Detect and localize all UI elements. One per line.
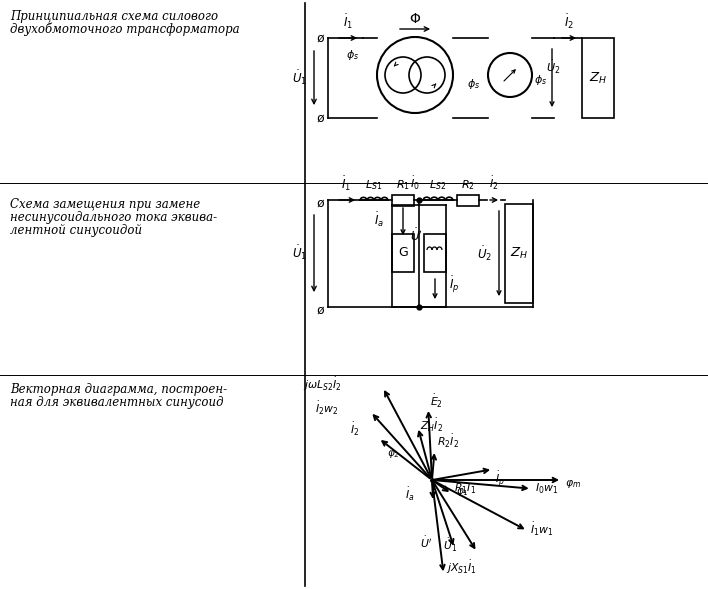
Text: $\dot{U}'$: $\dot{U}'$ [409,227,423,244]
Text: $\dot{I}_2$: $\dot{I}_2$ [350,421,360,438]
Text: $L_{S2}$: $L_{S2}$ [429,178,447,192]
Bar [582,38,614,118]
Bar [424,234,446,272]
Text: $\dot{I}_1 w_1$: $\dot{I}_1 w_1$ [530,521,554,538]
Text: G: G [398,247,408,260]
Text: $\dot{I}_0$: $\dot{I}_0$ [410,175,420,192]
Text: $\dot{U}_1$: $\dot{U}_1$ [443,537,457,554]
Text: несинусоидального тока эквива-: несинусоидального тока эквива- [10,211,217,224]
Text: $R_1$: $R_1$ [396,178,410,192]
Bar [392,194,414,206]
Text: $\phi_s$: $\phi_s$ [467,77,480,91]
Text: $\dot{I}_p$: $\dot{I}_p$ [495,469,505,489]
Text: лентной синусоидой: лентной синусоидой [10,224,142,237]
Text: $\varphi_2$: $\varphi_2$ [387,448,400,460]
Text: $\Phi$: $\Phi$ [409,12,421,26]
Text: $\dot{I}_a$: $\dot{I}_a$ [374,210,384,229]
Text: Схема замещения при замене: Схема замещения при замене [10,198,200,211]
Text: $\dot{U}'$: $\dot{U}'$ [421,535,433,551]
Text: $\varphi_1$: $\varphi_1$ [456,486,469,498]
Text: $R_2$: $R_2$ [461,178,475,192]
Text: $\dot{I}_1$: $\dot{I}_1$ [343,12,353,31]
Text: $\phi_s$: $\phi_s$ [534,73,547,87]
Text: $\dot{I}_2$: $\dot{I}_2$ [564,12,574,31]
Text: ø: ø [316,303,324,316]
Text: $L_{S1}$: $L_{S1}$ [365,178,383,192]
Bar [505,204,533,303]
Text: $Z_H\dot{I}_2$: $Z_H\dot{I}_2$ [420,416,442,434]
Text: $j\omega L_{S2}\dot{I}_2$: $j\omega L_{S2}\dot{I}_2$ [303,376,341,393]
Text: $R_2\dot{I}_2$: $R_2\dot{I}_2$ [437,433,459,450]
Text: $\dot{U}_2$: $\dot{U}_2$ [546,59,561,76]
Text: ø: ø [316,111,324,124]
Text: $\dot{I}_2$: $\dot{I}_2$ [489,175,498,192]
Text: двухобмоточного трансформатора: двухобмоточного трансформатора [10,23,239,37]
Text: $\dot{U}_1$: $\dot{U}_1$ [292,244,307,262]
Text: $\dot{E}_2$: $\dot{E}_2$ [430,393,443,410]
Text: $R_1\dot{I}_1$: $R_1\dot{I}_1$ [454,478,476,495]
Text: $\phi_s$: $\phi_s$ [346,48,359,62]
Text: $Z_H$: $Z_H$ [589,71,607,85]
Text: $\dot{U}_1$: $\dot{U}_1$ [292,69,307,87]
Text: $\dot{I}_1$: $\dot{I}_1$ [341,174,351,193]
Text: $\varphi_m$: $\varphi_m$ [565,478,581,490]
Bar [457,194,479,206]
Text: ø: ø [316,31,324,45]
Text: ø: ø [316,197,324,210]
Text: $\dot{I}_2 w_2$: $\dot{I}_2 w_2$ [316,401,339,418]
Text: $\dot{I}_0 w_1$: $\dot{I}_0 w_1$ [535,478,558,495]
Text: Принципиальная схема силового: Принципиальная схема силового [10,10,218,23]
Text: $\dot{U}_2$: $\dot{U}_2$ [477,244,493,263]
Text: Векторная диаграмма, построен-: Векторная диаграмма, построен- [10,383,227,396]
Bar [392,234,414,272]
Text: $\dot{I}_p$: $\dot{I}_p$ [449,274,459,295]
Text: $jX_{S1}\dot{I}_1$: $jX_{S1}\dot{I}_1$ [445,559,476,576]
Text: $\dot{I}_a$: $\dot{I}_a$ [405,486,415,503]
Text: $Z_H$: $Z_H$ [510,246,528,261]
Text: ная для эквивалентных синусоид: ная для эквивалентных синусоид [10,396,224,409]
